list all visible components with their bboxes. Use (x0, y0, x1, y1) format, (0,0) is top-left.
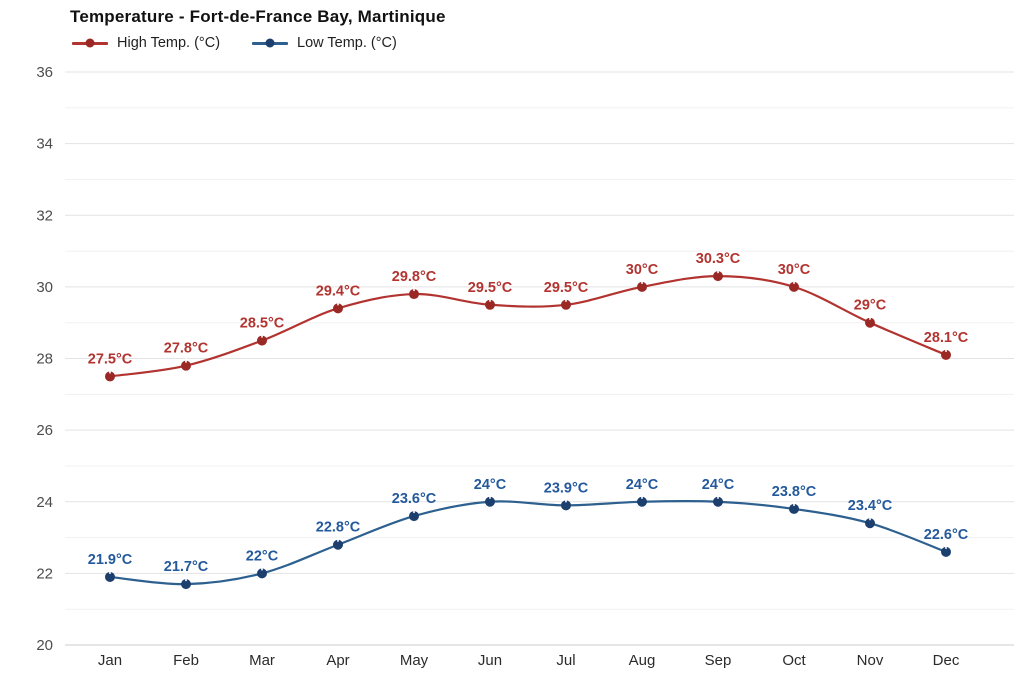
y-tick-label: 36 (36, 64, 53, 81)
x-tick-label: Mar (249, 652, 275, 669)
legend-label-high-temp: High Temp. (°C) (117, 35, 221, 51)
low-temp-data-label: 23.8°C (772, 484, 817, 500)
y-tick-label: 28 (36, 351, 53, 368)
low-temp-data-label: 23.4°C (848, 498, 893, 514)
y-tick-label: 30 (36, 279, 53, 296)
y-tick-label: 32 (36, 207, 53, 224)
high-temp-line (109, 275, 947, 378)
x-tick-label: May (400, 652, 429, 669)
low-temp-data-label: 24°C (474, 477, 507, 493)
low-temp-data-label: 22.8°C (316, 520, 361, 536)
high-temp-data-label: 29.8°C (392, 269, 437, 285)
y-tick-label: 22 (36, 565, 53, 582)
high-temp-data-label: 30.3°C (696, 251, 741, 267)
y-tick-label: 24 (36, 494, 53, 511)
chart-legend: High Temp. (°C) Low Temp. (°C) (72, 35, 429, 51)
low-temp-data-label: 23.6°C (392, 491, 437, 507)
low-temp-data-label: 24°C (702, 477, 735, 493)
y-tick-label: 34 (36, 136, 53, 153)
legend-item-high-temp: High Temp. (°C) (72, 35, 220, 51)
x-tick-label: Apr (326, 652, 349, 669)
high-temp-data-label: 28.5°C (240, 316, 285, 332)
y-tick-label: 20 (36, 637, 53, 654)
x-tick-label: Jan (98, 652, 122, 669)
low-temp-data-label: 21.7°C (164, 559, 209, 575)
low-temp-data-label: 22.6°C (924, 527, 969, 543)
low-temp-line (109, 499, 947, 586)
low-temp-data-label: 22°C (246, 548, 279, 564)
x-tick-label: Nov (857, 652, 884, 669)
x-tick-label: Feb (173, 652, 199, 669)
x-tick-label: Dec (933, 652, 960, 669)
low-temp-line-icon (252, 38, 289, 48)
y-tick-label: 26 (36, 422, 53, 439)
x-tick-label: Sep (705, 652, 732, 669)
high-temp-data-label: 29.5°C (544, 280, 589, 296)
x-tick-label: Aug (629, 652, 656, 669)
high-temp-data-label: 30°C (778, 262, 811, 278)
low-temp-data-label: 23.9°C (544, 480, 589, 496)
high-temp-data-label: 30°C (626, 262, 659, 278)
high-temp-data-label: 29.4°C (316, 283, 361, 299)
x-tick-label: Jun (478, 652, 502, 669)
x-tick-label: Jul (556, 652, 575, 669)
high-temp-data-label: 29°C (854, 298, 887, 314)
low-temp-data-label: 21.9°C (88, 552, 133, 568)
high-temp-data-label: 27.8°C (164, 341, 209, 357)
high-temp-line-icon (72, 38, 108, 48)
x-tick-label: Oct (782, 652, 806, 669)
low-temp-data-label: 24°C (626, 477, 659, 493)
high-temp-data-label: 29.5°C (468, 280, 513, 296)
chart-title: Temperature - Fort-de-France Bay, Martin… (70, 7, 446, 26)
legend-item-low-temp: Low Temp. (°C) (252, 35, 397, 51)
legend-label-low-temp: Low Temp. (°C) (297, 35, 397, 51)
high-temp-data-label: 28.1°C (924, 330, 969, 346)
high-temp-data-label: 27.5°C (88, 351, 133, 367)
